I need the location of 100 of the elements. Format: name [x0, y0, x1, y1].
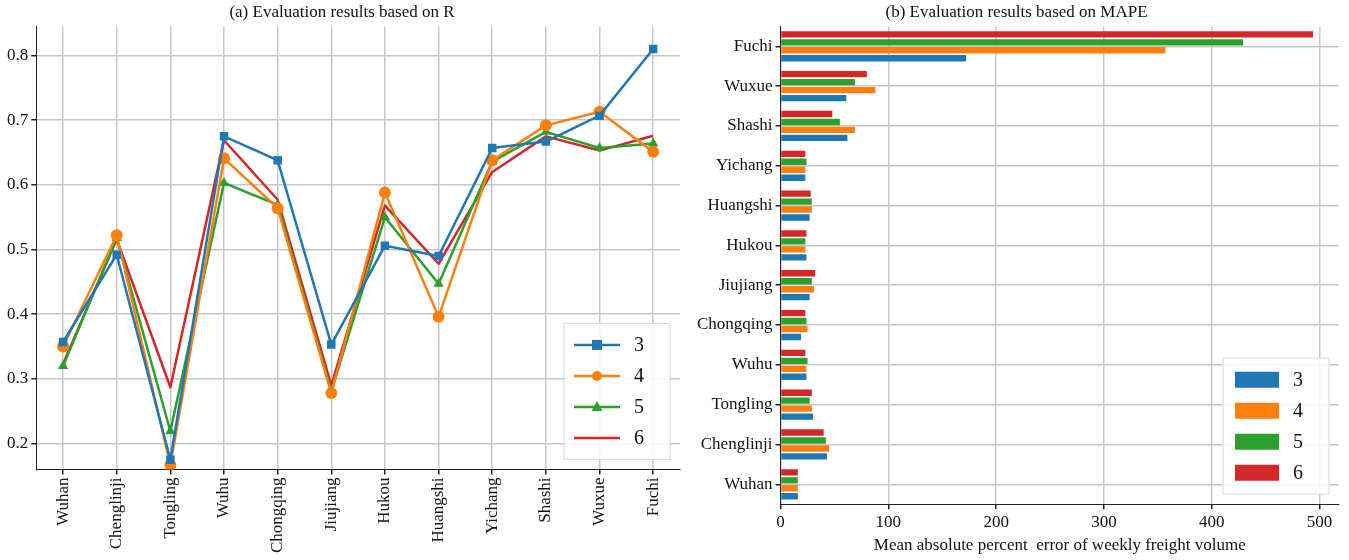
- legend-label: 6: [1293, 460, 1303, 483]
- point: [219, 132, 229, 141]
- bar: [781, 254, 807, 261]
- bar: [781, 150, 806, 157]
- legend-label: 5: [1293, 429, 1303, 452]
- bar: [781, 47, 1166, 54]
- bar: [781, 373, 807, 380]
- x-tick-label: Shashi: [535, 477, 555, 523]
- x-tick-label: 100: [875, 511, 902, 531]
- bar: [781, 278, 812, 285]
- y-tick-label: 0.6: [7, 174, 29, 194]
- point: [647, 145, 660, 158]
- y-tick-label: Chenglinji: [700, 433, 773, 453]
- bar: [781, 493, 798, 500]
- bar: [781, 190, 811, 197]
- bar: [781, 445, 830, 452]
- point: [327, 340, 336, 349]
- y-tick-label: Wuhu: [731, 354, 774, 374]
- point: [379, 211, 391, 221]
- point: [325, 387, 338, 400]
- x-tick-label: 0: [776, 511, 785, 531]
- bar: [781, 325, 808, 333]
- chart-title: (a) Evaluation results based on R: [229, 1, 456, 21]
- x-tick-label: Wuhan: [52, 476, 72, 526]
- x-tick-label: 200: [983, 511, 1009, 531]
- bar: [781, 270, 816, 277]
- x-tick-label: Wuhu: [213, 476, 233, 519]
- y-tick-label: 0.3: [7, 368, 29, 388]
- bar: [781, 413, 813, 420]
- y-tick-label: 0.4: [7, 303, 29, 323]
- x-tick-label: 400: [1199, 511, 1225, 531]
- y-tick-label: 0.2: [7, 433, 29, 453]
- bar: [781, 309, 806, 317]
- bar: [781, 286, 814, 293]
- legend-label: 6: [634, 426, 644, 449]
- point: [594, 141, 605, 151]
- bar: [781, 437, 826, 444]
- y-tick-label: Hukou: [726, 234, 774, 254]
- bar: [781, 174, 806, 181]
- bar: [781, 86, 876, 94]
- point: [273, 156, 282, 165]
- x-tick-label: Tongling: [159, 476, 179, 539]
- bar: [781, 166, 806, 173]
- y-tick-label: Yichang: [715, 155, 774, 175]
- x-tick-label: Yichang: [481, 476, 501, 535]
- x-tick-label: Chenglinji: [106, 477, 126, 550]
- bar: [781, 357, 808, 365]
- bar: [781, 238, 806, 245]
- y-tick-label: 0.5: [7, 239, 29, 258]
- bar: [781, 214, 810, 221]
- bar: [781, 246, 806, 253]
- bar: [781, 134, 848, 142]
- bar: [781, 206, 812, 213]
- bar: [781, 118, 840, 126]
- bar: [781, 110, 833, 118]
- bar: [781, 389, 812, 396]
- point: [166, 455, 175, 464]
- y-tick-label: Chongqing: [697, 314, 774, 334]
- point: [433, 277, 444, 287]
- y-tick-label: Tongling: [711, 394, 774, 414]
- chart-title: (b) Evaluation results based on MAPE: [885, 1, 1148, 21]
- point: [541, 137, 551, 146]
- bar: [781, 71, 867, 78]
- y-tick-label: 0.8: [7, 44, 29, 64]
- x-axis-title: Mean absolute percent error of weekly freight volume: [873, 535, 1246, 555]
- point: [432, 310, 445, 323]
- bar: [781, 78, 855, 86]
- legend-label: 5: [634, 395, 644, 418]
- y-tick-label: Huangshi: [707, 195, 773, 215]
- x-tick-label: Fuchi: [642, 477, 662, 517]
- y-tick-label: 0.7: [7, 109, 29, 129]
- bar: [781, 469, 798, 476]
- legend-label: 3: [1293, 367, 1303, 390]
- y-tick-label: Shashi: [727, 115, 773, 135]
- bar: [781, 317, 807, 325]
- bar: [781, 453, 827, 460]
- x-tick-label: Jiujiang: [320, 476, 340, 532]
- point: [112, 250, 121, 259]
- bar: [781, 198, 812, 205]
- x-tick-label: 500: [1306, 511, 1333, 531]
- bar: [781, 158, 807, 165]
- x-tick-label: Hukou: [374, 476, 394, 524]
- bar: [781, 31, 1314, 38]
- legend-label: 4: [1293, 398, 1303, 421]
- bar: [781, 405, 812, 412]
- bar: [781, 333, 802, 341]
- point: [380, 241, 390, 250]
- point: [434, 251, 443, 261]
- point: [595, 111, 604, 120]
- bar: [781, 397, 810, 404]
- bar: [781, 349, 806, 357]
- point: [271, 202, 284, 215]
- x-tick-label: Wuxue: [589, 477, 608, 526]
- bar: [781, 126, 855, 134]
- bar: [781, 365, 807, 373]
- x-tick-label: Huangshi: [428, 477, 448, 543]
- bar: [781, 477, 798, 484]
- bar: [781, 230, 807, 237]
- point: [539, 119, 552, 132]
- y-tick-label: Fuchi: [733, 35, 773, 55]
